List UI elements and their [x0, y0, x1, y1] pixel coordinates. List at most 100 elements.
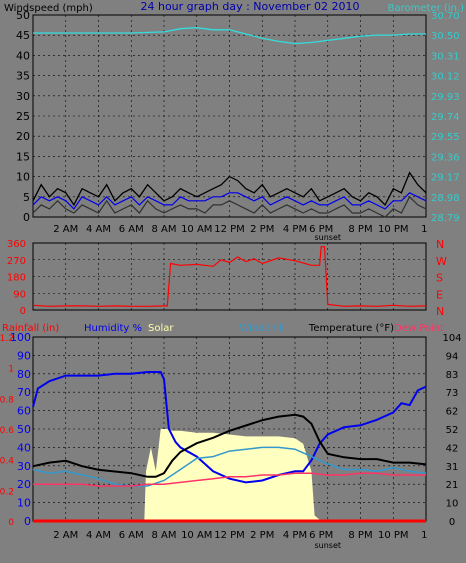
dewpoint-line [33, 472, 426, 487]
humidity-y-tick: 30 [17, 460, 31, 473]
baro-y-tick: 28.98 [431, 193, 460, 204]
baro-y-tick: 28.79 [431, 213, 460, 224]
humidity-y-tick: 50 [17, 423, 31, 436]
dir-y-tick: 270 [7, 256, 26, 267]
humidity-y-tick: 0 [24, 515, 31, 528]
wind-y-tick: 5 [23, 191, 30, 204]
solar-area [33, 429, 426, 521]
wind-y-tick: 50 [16, 9, 30, 22]
rain-y-tick: 1.2 [0, 334, 14, 344]
wind-x-tick: sunset [314, 233, 341, 242]
wind-x-tick: 2 PM [250, 224, 274, 235]
wind-y-tick: 45 [16, 29, 30, 42]
temp-y-tick: 52 [446, 425, 459, 436]
wind-y-tick: 15 [16, 150, 30, 163]
temp-x-tick: 8 AM [151, 530, 176, 541]
dir-compass-tick: E [436, 288, 443, 301]
temp-line [32, 413, 427, 478]
temp-x-tick: 2 AM [53, 530, 78, 541]
direction-line [32, 246, 427, 307]
baro-y-tick: 29.17 [431, 173, 460, 184]
dir-compass-tick: S [436, 272, 443, 285]
baro-y-tick: 30.50 [431, 31, 460, 42]
wind-x-tick: 8 AM [151, 224, 176, 235]
temp-y-tick: 31 [446, 462, 459, 473]
baro-y-tick: 29.36 [431, 152, 460, 163]
gust-line [32, 171, 427, 207]
humidity-y-tick: 10 [17, 497, 31, 510]
chart-title: 24 hour graph day : November 02 2010 [140, 0, 359, 13]
wind-y-tick: 20 [16, 130, 30, 143]
wind-y-tick: 30 [16, 90, 30, 103]
rain-y-tick: 0.2 [0, 487, 14, 497]
baro-line [33, 27, 426, 45]
baro-y-tick: 29.55 [431, 132, 460, 143]
dir-y-tick: 360 [7, 239, 26, 250]
temp-x-tick: 8 PM [348, 530, 372, 541]
rain-y-tick: 0.4 [0, 457, 14, 467]
temp-x-tick: 4 AM [86, 530, 111, 541]
temp-y-tick: 104 [442, 333, 461, 344]
humidity-y-tick: 90 [17, 349, 31, 362]
dir-line [32, 195, 427, 218]
wind-x-tick: 6 AM [119, 224, 144, 235]
dir-compass-tick: W [436, 255, 447, 268]
temp-label: Temperature (°F) [308, 323, 394, 334]
temp-y-tick: 21 [446, 480, 459, 491]
windchill-label: Windchill [239, 323, 284, 334]
temp-x-tick: 6 PM [309, 530, 333, 541]
dir-y-tick: 90 [13, 289, 26, 300]
windchill-line [32, 446, 427, 487]
temp-y-tick: 42 [446, 443, 459, 454]
temp-y-tick: 73 [446, 388, 459, 399]
rain-y-tick: 0.8 [0, 395, 14, 405]
baro-y-tick: 30.12 [431, 72, 460, 83]
temp-x-tick: 1 [421, 530, 427, 541]
humidity-y-tick: 20 [17, 478, 31, 491]
humidity-y-tick: 100 [10, 331, 31, 344]
wind-y-tick: 10 [16, 171, 30, 184]
temp-y-tick: 83 [446, 370, 459, 381]
humidity-y-tick: 40 [17, 441, 31, 454]
wind-x-tick: 4 PM [283, 224, 307, 235]
humidity-y-tick: 70 [17, 386, 31, 399]
humidity-y-tick: 60 [17, 405, 31, 418]
temp-y-tick: 10 [446, 499, 459, 510]
wind-ylabel: Windspeed (mph) [4, 3, 93, 14]
rain-label: Rainfall (in) [2, 323, 59, 334]
wind-y-tick: 35 [16, 70, 30, 83]
temp-y-tick: 62 [446, 407, 459, 418]
dir-y-tick: 180 [7, 273, 26, 284]
wind-x-tick: 6 PM [309, 224, 333, 235]
dir-compass-tick: N [436, 238, 444, 251]
baro-y-tick: 29.74 [431, 112, 460, 123]
dir-y-tick: 0 [20, 306, 26, 317]
wind-x-tick: 10 AM [181, 224, 212, 235]
temp-x-tick: 6 AM [119, 530, 144, 541]
temp-x-tick: 2 PM [250, 530, 274, 541]
wind-y-tick: 25 [16, 110, 30, 123]
rain-y-tick: 0 [8, 518, 14, 528]
temp-y-tick: 0 [449, 517, 455, 528]
rain-y-tick: 1 [8, 365, 14, 375]
wind-y-tick: 0 [23, 211, 30, 224]
temp-x-tick: 10 AM [181, 530, 212, 541]
wind-x-tick: 10 PM [378, 224, 409, 235]
baro-ylabel: Barometer (in.) [388, 3, 464, 14]
solar-label: Solar [148, 323, 174, 334]
temp-x-tick: 4 PM [283, 530, 307, 541]
wind-x-tick: 4 AM [86, 224, 111, 235]
wind-x-tick: 8 PM [348, 224, 372, 235]
humidity-label: Humidity % [84, 323, 142, 334]
baro-y-tick: 30.31 [431, 51, 460, 62]
wind-x-tick: 12 PM [214, 224, 245, 235]
wind-x-tick: 1 [421, 224, 427, 235]
wind-y-tick: 40 [16, 49, 30, 62]
rain-y-tick: 0.6 [0, 426, 14, 436]
temp-y-tick: 94 [446, 351, 459, 362]
dewpoint-label: Dew Point [394, 323, 444, 334]
baro-y-tick: 30.70 [431, 11, 460, 22]
humidity-line [32, 371, 427, 484]
